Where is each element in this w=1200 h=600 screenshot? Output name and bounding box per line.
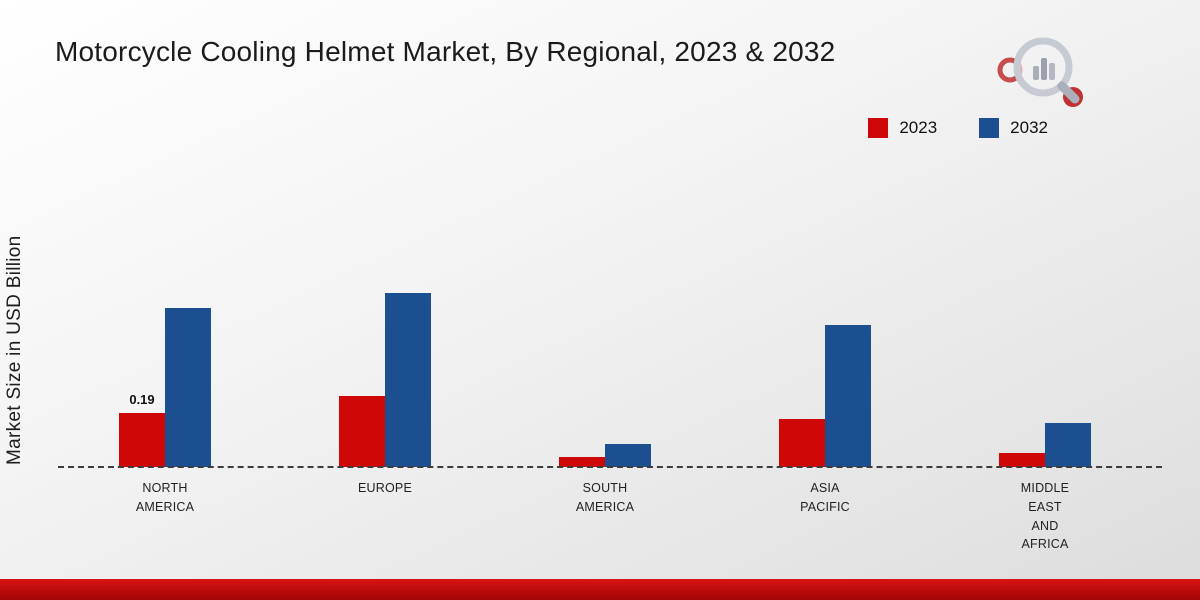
bar-2023	[779, 419, 825, 467]
legend-label: 2032	[1010, 118, 1048, 137]
legend-label: 2023	[899, 118, 938, 137]
legend-item-2023: 2023	[868, 118, 937, 138]
bar-value-label: 0.19	[129, 392, 155, 407]
logo-bar-3	[1049, 63, 1055, 80]
bar-2023	[339, 396, 385, 467]
category-label: NORTH AMERICA	[135, 481, 195, 514]
footer-accent-bar	[0, 579, 1200, 600]
legend-swatch	[868, 118, 889, 138]
bar-2023	[559, 457, 605, 467]
category-label: SOUTH AMERICA	[575, 481, 635, 514]
bar-2032	[605, 444, 651, 467]
bar-group: SOUTH AMERICA	[495, 282, 715, 514]
bar-group: MIDDLE EAST AND AFRICA	[935, 282, 1155, 551]
chart-title: Motorcycle Cooling Helmet Market, By Reg…	[55, 36, 836, 67]
legend-swatch	[979, 118, 1000, 138]
category-label: ASIA PACIFIC	[800, 481, 850, 514]
x-axis-baseline	[58, 466, 1162, 468]
bar-2032	[1045, 423, 1091, 467]
bar-2032	[165, 308, 211, 467]
brand-logo	[997, 37, 1083, 107]
category-label: EUROPE	[358, 481, 412, 495]
logo-magnifier-handle	[1057, 81, 1080, 104]
bar-2023: 0.19	[119, 392, 165, 467]
bar-group: ASIA PACIFIC	[715, 282, 935, 514]
bar-group: EUROPE	[275, 282, 495, 495]
logo-bar-1	[1033, 66, 1039, 80]
legend-item-2032: 2032	[979, 118, 1048, 138]
y-axis-label: Market Size in USD Billion	[4, 235, 25, 465]
bar-group: 0.19 NORTH AMERICA	[55, 282, 275, 514]
bar-2032	[825, 325, 871, 467]
category-label: MIDDLE EAST AND AFRICA	[1020, 481, 1070, 552]
bar-2032	[385, 293, 431, 467]
logo-bar-2	[1041, 58, 1047, 80]
legend: 2023 2032	[868, 118, 1048, 138]
plot-area: 0.19 NORTH AMERICA EUROPE SOUTH AMERICA ASIA…	[55, 282, 1155, 551]
bar-2023	[999, 453, 1045, 467]
